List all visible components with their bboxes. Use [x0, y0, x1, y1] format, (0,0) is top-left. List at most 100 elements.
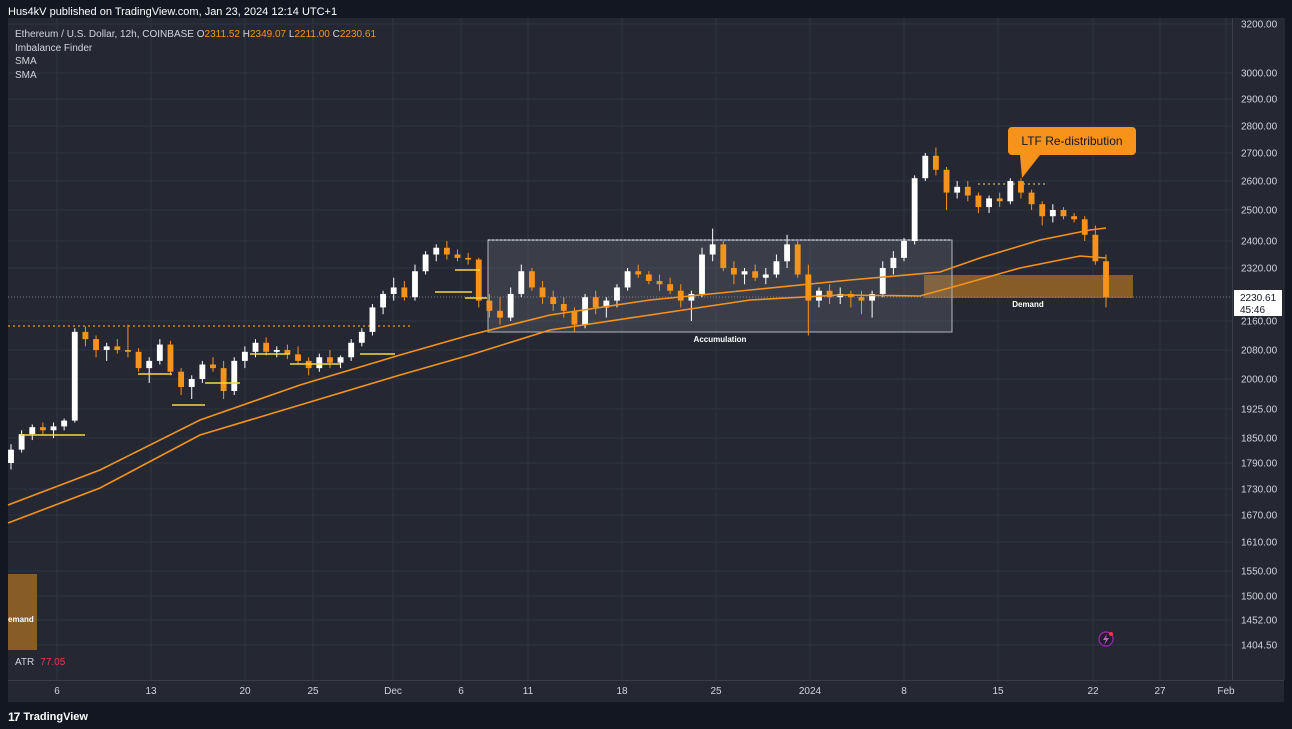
last-price-countdown: 45:46: [1240, 305, 1265, 316]
candle-body: [412, 271, 418, 298]
candle-body: [61, 420, 68, 427]
legend-high: 2349.07: [249, 29, 287, 40]
candle-body: [794, 244, 801, 275]
candle-body: [784, 244, 790, 262]
time-tick-label: 27: [1154, 686, 1166, 697]
candle-body: [741, 271, 748, 275]
candle-body: [295, 354, 301, 361]
candle-body: [220, 368, 227, 391]
legend-indicator-sma-1[interactable]: SMA: [15, 56, 37, 67]
time-tick-label: 6: [458, 686, 464, 697]
price-axis[interactable]: [1232, 18, 1285, 680]
time-tick-label: 25: [307, 686, 319, 697]
legend-open: 2311.52: [204, 29, 240, 40]
candle-body: [93, 339, 99, 350]
candle-body: [720, 244, 727, 268]
candle-body: [71, 331, 78, 421]
candle-body: [284, 350, 291, 355]
candle-body: [688, 293, 695, 301]
candle-body: [156, 344, 163, 361]
candle-body: [805, 274, 812, 301]
price-tick-label: 2080.00: [1241, 346, 1278, 357]
time-tick-label: 8: [901, 686, 907, 697]
candle-body: [1081, 219, 1088, 235]
candle-body: [901, 241, 907, 258]
candle-body: [103, 346, 110, 350]
sma-slow-line: [7, 255, 1107, 524]
candle-body: [497, 310, 503, 318]
candle-body: [645, 274, 652, 281]
price-tick-label: 2400.00: [1241, 237, 1278, 248]
time-tick-label: 6: [54, 686, 60, 697]
candle-body: [380, 293, 387, 308]
candle-body: [178, 371, 185, 387]
price-tick-label: 2160.00: [1241, 317, 1278, 328]
notification-dot-icon: [1109, 632, 1113, 636]
candle-body: [1060, 210, 1067, 217]
legend-close-label: C: [332, 29, 340, 40]
candle-body: [327, 357, 333, 363]
candle-body: [486, 300, 493, 311]
candle-body: [369, 307, 376, 332]
price-tick-label: 3000.00: [1241, 69, 1278, 80]
time-tick-label: 11: [523, 686, 534, 697]
candle-body: [986, 198, 992, 208]
candle-body: [858, 297, 865, 301]
atr-value: 77.05: [40, 657, 66, 668]
chart-legend: Ethereum / U.S. Dollar, 12h, COINBASE O2…: [15, 28, 376, 82]
candle-body: [1049, 210, 1056, 217]
candle-body: [635, 271, 642, 275]
price-tick-label: 1404.50: [1241, 641, 1278, 652]
callout-bubble: [1008, 127, 1136, 155]
candle-body: [231, 360, 238, 391]
legend-close: 2230.61: [339, 29, 377, 40]
candle-body: [433, 247, 440, 255]
legend-high-label: H: [242, 29, 250, 40]
candle-body: [592, 297, 599, 308]
candle-body: [273, 350, 280, 352]
price-tick-label: 2700.00: [1241, 149, 1278, 160]
candle-body: [135, 351, 142, 369]
price-tick-label: 2800.00: [1241, 122, 1278, 133]
candle-body: [528, 271, 535, 288]
candle-body: [964, 186, 971, 196]
candle-body: [582, 297, 589, 325]
demand-zone-left: [8, 574, 37, 650]
legend-low: 2211.00: [294, 29, 330, 40]
time-tick-label: Feb: [1217, 686, 1235, 697]
publish-info: Hus4kV published on TradingView.com, Jan…: [8, 6, 338, 18]
last-price-tag: [1234, 290, 1282, 316]
candle-body: [465, 257, 472, 260]
legend-low-label: L: [288, 29, 295, 40]
time-tick-label: 15: [992, 686, 1004, 697]
candle-body: [507, 293, 514, 318]
accumulation-label: Accumulation: [694, 335, 747, 344]
tradingview-brand[interactable]: 17 TradingView: [8, 710, 88, 724]
candle-body: [1007, 181, 1014, 202]
price-tick-label: 2000.00: [1241, 375, 1278, 386]
candle-body: [614, 287, 620, 301]
price-tick-label: 1925.00: [1241, 405, 1278, 416]
price-tick-label: 1500.00: [1241, 592, 1278, 603]
time-axis[interactable]: [8, 680, 1284, 703]
candle-body: [146, 360, 153, 369]
candle-body: [475, 259, 482, 301]
candle-body: [167, 344, 174, 372]
candle-body: [699, 254, 705, 294]
legend-indicator-sma-2[interactable]: SMA: [15, 69, 37, 81]
price-tick-label: 1610.00: [1241, 538, 1278, 549]
candle-body: [263, 342, 270, 352]
candle-body: [114, 346, 121, 350]
candle-body: [879, 268, 886, 294]
candle-body: [922, 155, 929, 179]
price-tick-label: 2500.00: [1241, 206, 1278, 217]
candle-body: [656, 280, 663, 285]
legend-indicator-imbalance[interactable]: Imbalance Finder: [15, 42, 93, 54]
candle-body: [1039, 204, 1046, 217]
legend-symbol: Ethereum / U.S. Dollar, 12h, COINBASE: [15, 29, 194, 40]
candle-body: [677, 290, 684, 301]
candle-body: [443, 247, 450, 255]
time-tick-label: 25: [710, 686, 722, 697]
candle-body: [1092, 234, 1099, 262]
